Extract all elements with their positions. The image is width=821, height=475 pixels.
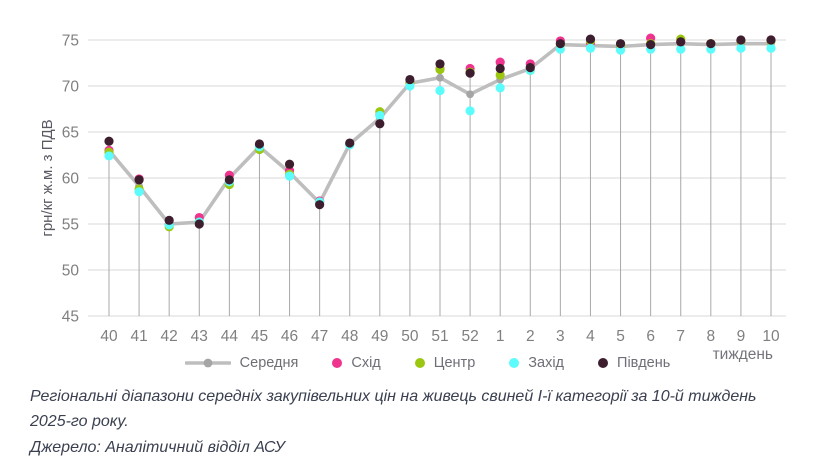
x-tick-label: 46 <box>281 328 298 345</box>
marker-Захід <box>375 110 385 121</box>
average-marker <box>466 90 474 99</box>
marker-Південь <box>706 39 716 49</box>
marker-Схід <box>495 57 505 67</box>
marker-Захід <box>465 106 475 116</box>
marker-Південь <box>435 59 445 69</box>
legend-label: Південь <box>617 355 671 371</box>
x-axis-title: тиждень <box>713 346 773 362</box>
x-tick-label: 6 <box>646 328 655 345</box>
marker-Південь <box>254 139 265 149</box>
chart-legend: Середня Схід Центр Захід Південь <box>0 355 821 371</box>
legend-label: Середня <box>239 355 299 371</box>
x-tick-label: 42 <box>161 328 178 345</box>
x-tick-label: 9 <box>737 328 746 345</box>
x-tick-label: 1 <box>496 328 505 345</box>
marker-Південь <box>164 215 174 225</box>
marker-Південь <box>224 175 234 185</box>
marker-Захід <box>585 43 596 53</box>
marker-Південь <box>766 35 776 45</box>
legend-item-Середня: Середня <box>184 355 299 371</box>
marker-Захід <box>284 171 295 181</box>
marker-Захід <box>134 187 144 197</box>
marker-Південь <box>345 138 355 148</box>
marker-Південь <box>736 35 746 45</box>
marker-Південь <box>585 34 596 44</box>
y-tick-label: 65 <box>62 125 79 142</box>
notes-block: Регіональні діапазони середніх закупівел… <box>30 384 798 460</box>
x-tick-label: 10 <box>762 328 780 345</box>
marker-Південь <box>555 39 565 49</box>
legend-item-Південь: Південь <box>598 355 670 371</box>
x-tick-label: 41 <box>130 328 147 345</box>
y-tick-label: 45 <box>62 309 79 326</box>
x-tick-label: 43 <box>191 328 208 345</box>
x-tick-label: 4 <box>586 328 595 345</box>
marker-Південь <box>134 175 144 185</box>
marker-Південь <box>615 39 626 49</box>
marker-Південь <box>375 119 385 129</box>
x-tick-label: 8 <box>707 328 716 345</box>
x-tick-label: 44 <box>221 328 239 345</box>
legend-dot-icon <box>598 358 609 368</box>
marker-Південь <box>495 63 505 74</box>
legend-label: Схід <box>351 355 381 371</box>
x-tick-label: 40 <box>100 328 118 345</box>
marker-Захід <box>435 86 445 96</box>
marker-Захід <box>736 43 746 53</box>
marker-Захід <box>405 81 415 91</box>
x-tick-label: 49 <box>371 328 388 345</box>
marker-Південь <box>194 219 204 229</box>
x-tick-label: 51 <box>431 328 448 345</box>
x-tick-label: 52 <box>461 328 478 345</box>
x-tick-label: 47 <box>311 328 328 345</box>
legend-item-Захід: Захід <box>509 355 564 371</box>
marker-Південь <box>104 136 114 146</box>
legend-label: Центр <box>433 355 476 371</box>
marker-Центр <box>495 70 505 80</box>
x-tick-label: 2 <box>526 328 535 345</box>
chart-caption: Регіональні діапазони середніх закупівел… <box>30 388 757 430</box>
marker-Південь <box>465 68 475 78</box>
x-tick-label: 7 <box>676 328 685 345</box>
legend-dot-icon <box>509 358 520 368</box>
source-note: Джерело: Аналітичний відділ АСУ <box>30 439 285 456</box>
marker-Південь <box>405 74 415 85</box>
y-tick-label: 50 <box>62 263 80 280</box>
marker-Південь <box>525 63 535 73</box>
marker-Південь <box>676 37 686 47</box>
marker-Захід <box>766 43 776 53</box>
legend-dot-icon <box>332 358 343 368</box>
marker-Захід <box>495 83 505 93</box>
x-tick-label: 5 <box>616 328 625 345</box>
marker-Захід <box>104 151 114 161</box>
legend-label: Захід <box>528 355 565 371</box>
legend-item-Центр: Центр <box>414 355 476 371</box>
x-tick-label: 45 <box>251 328 268 345</box>
average-marker <box>436 73 444 82</box>
x-tick-label: 3 <box>556 328 565 345</box>
marker-Захід <box>615 45 626 55</box>
legend-dot-icon <box>414 358 425 368</box>
marker-Південь <box>315 200 325 210</box>
marker-Південь <box>284 159 295 169</box>
x-tick-label: 48 <box>341 328 358 345</box>
y-axis-title: грн/кг ж.м. з ПДВ <box>39 119 56 236</box>
y-tick-label: 70 <box>62 79 80 96</box>
marker-Захід <box>676 44 686 54</box>
marker-Південь <box>646 40 656 50</box>
y-tick-label: 60 <box>62 171 80 188</box>
y-tick-label: 75 <box>62 33 79 50</box>
y-tick-label: 55 <box>62 217 79 234</box>
x-tick-label: 50 <box>401 328 419 345</box>
average-line-icon <box>184 358 231 368</box>
legend-item-Схід: Схід <box>332 355 381 371</box>
